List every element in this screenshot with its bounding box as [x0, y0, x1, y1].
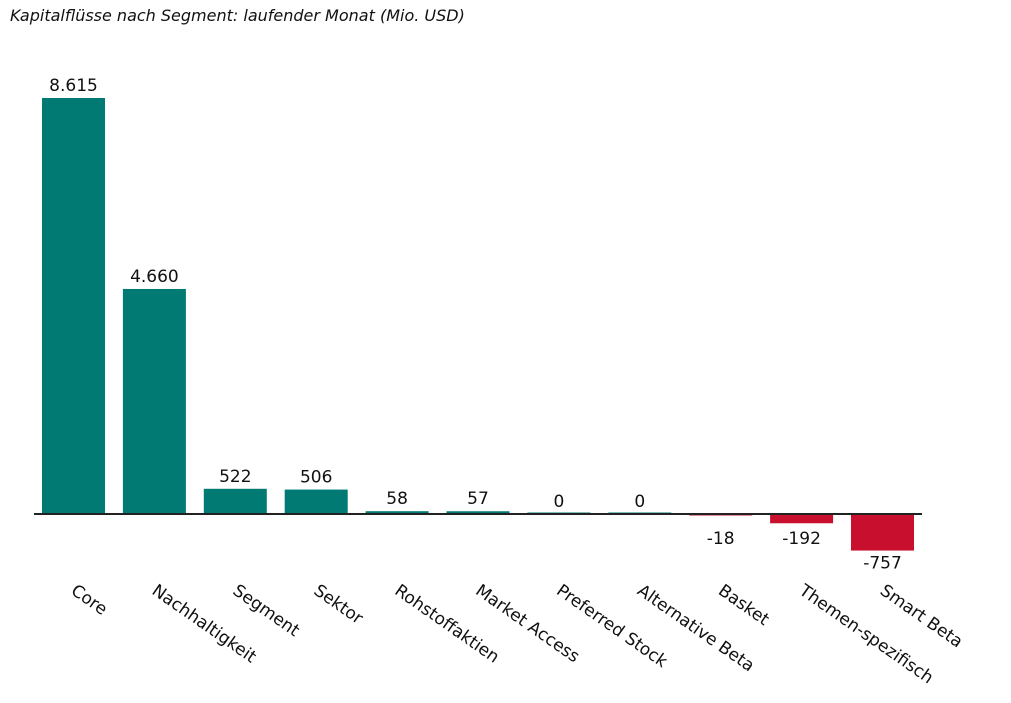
value-labels-group: 8.615 4.660 522 506 58 57 0 0 -18 -192 -757: [49, 76, 902, 574]
category-label-themen-spezifisch: Themen-spezifisch: [794, 580, 937, 688]
bar-market-access: [446, 511, 510, 514]
category-label-sektor: Sektor: [310, 581, 367, 629]
value-label-preferred-stock: 0: [553, 492, 564, 512]
value-label-basket: -18: [707, 529, 735, 549]
bars-group: [42, 98, 914, 551]
value-label-sektor: 506: [300, 468, 332, 488]
category-label-basket: Basket: [714, 581, 773, 630]
bar-smart-beta: [851, 514, 914, 551]
value-label-themen-spezifisch: -192: [782, 529, 821, 549]
bar-nachhaltigkeit: [122, 288, 186, 514]
value-label-market-access: 57: [467, 489, 489, 509]
bar-segment: [203, 488, 267, 514]
value-label-core: 8.615: [49, 76, 98, 96]
value-label-smart-beta: -757: [863, 554, 902, 574]
category-label-segment: Segment: [229, 581, 303, 641]
value-label-nachhaltigkeit: 4.660: [130, 267, 179, 287]
value-label-rohstoffaktien: 58: [386, 489, 408, 509]
bar-sektor: [284, 489, 348, 514]
value-label-alternative-beta: 0: [634, 492, 645, 512]
chart-title: Kapitalflüsse nach Segment: laufender Mo…: [10, 6, 465, 25]
bar-rohstoffaktien: [365, 511, 429, 514]
category-label-core: Core: [67, 581, 111, 620]
bar-core: [42, 98, 105, 514]
value-label-segment: 522: [219, 467, 251, 487]
bar-themen-spezifisch: [770, 514, 834, 524]
